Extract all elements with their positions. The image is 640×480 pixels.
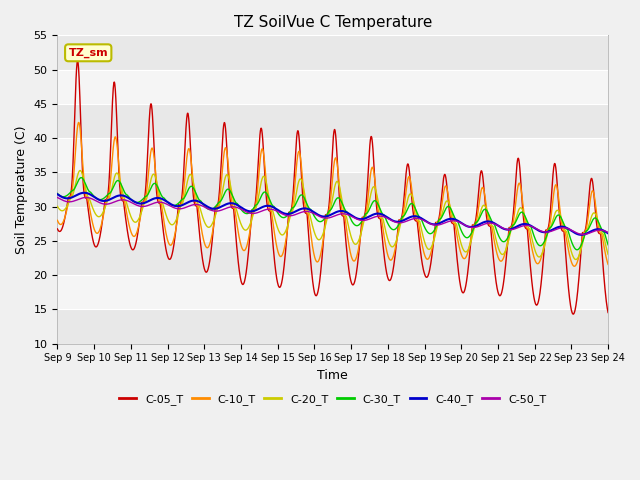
Bar xyxy=(58,206,608,241)
Bar xyxy=(58,275,608,309)
Title: TZ SoilVue C Temperature: TZ SoilVue C Temperature xyxy=(234,15,432,30)
Bar xyxy=(58,138,608,172)
Bar xyxy=(58,70,608,104)
Y-axis label: Soil Temperature (C): Soil Temperature (C) xyxy=(15,125,28,254)
Legend: C-05_T, C-10_T, C-20_T, C-30_T, C-40_T, C-50_T: C-05_T, C-10_T, C-20_T, C-30_T, C-40_T, … xyxy=(115,389,550,409)
X-axis label: Time: Time xyxy=(317,369,348,382)
Text: TZ_sm: TZ_sm xyxy=(68,48,108,58)
